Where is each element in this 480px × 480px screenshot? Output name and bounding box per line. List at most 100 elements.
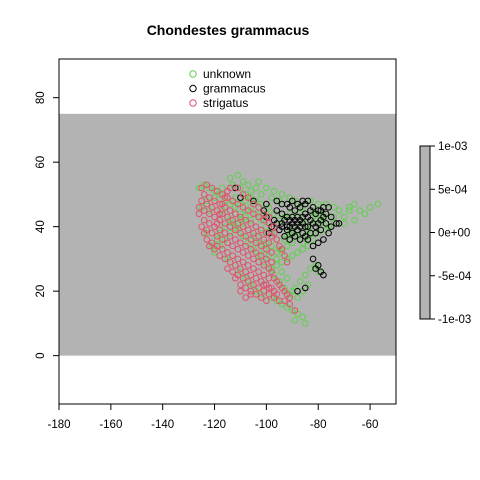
point-strigatus [219, 236, 226, 243]
point-unknown [299, 313, 306, 321]
point-strigatus [229, 197, 236, 205]
point-strigatus [263, 229, 270, 237]
point-strigatus [242, 216, 249, 224]
point-strigatus [206, 220, 213, 227]
x-tick-label: -180 [47, 419, 70, 431]
point-unknown [289, 307, 296, 314]
point-strigatus [242, 268, 249, 276]
point-unknown [356, 207, 364, 214]
point-strigatus [250, 255, 257, 263]
point-strigatus [221, 255, 229, 263]
point-strigatus [200, 229, 208, 237]
point-unknown [278, 268, 286, 276]
point-grammacus [301, 233, 309, 240]
point-unknown [346, 204, 353, 211]
point-grammacus [317, 226, 325, 234]
legend-marker-strigatus [189, 99, 197, 107]
point-strigatus [244, 194, 252, 201]
point-unknown [255, 178, 262, 185]
colorbar-tick-label: 0e+00 [438, 228, 470, 240]
point-strigatus [260, 287, 268, 295]
point-unknown [268, 194, 275, 201]
point-strigatus [216, 226, 224, 234]
point-strigatus [206, 242, 213, 250]
x-tick-label: -160 [99, 419, 122, 431]
point-grammacus [260, 207, 268, 214]
point-strigatus [270, 223, 278, 230]
point-grammacus [309, 255, 317, 263]
point-unknown [351, 216, 358, 224]
point-strigatus [247, 220, 255, 227]
point-strigatus [273, 236, 281, 243]
x-tick-label: -120 [203, 419, 226, 431]
point-grammacus [281, 216, 288, 224]
point-unknown [283, 274, 291, 282]
point-strigatus [229, 252, 236, 259]
point-grammacus [327, 223, 335, 230]
point-strigatus [252, 249, 260, 256]
point-grammacus [286, 236, 294, 243]
point-unknown [335, 207, 343, 214]
point-strigatus [200, 207, 208, 214]
y-tick-label: 80 [35, 91, 47, 104]
point-strigatus [247, 291, 255, 298]
point-strigatus [211, 213, 218, 221]
x-axis: -180 -160 -140 -120 -100 -80 -60 [47, 403, 378, 431]
point-strigatus [208, 184, 216, 192]
point-grammacus [314, 239, 322, 247]
point-strigatus [265, 291, 273, 298]
point-strigatus [237, 287, 244, 295]
point-unknown [296, 278, 304, 285]
point-grammacus [327, 213, 335, 221]
point-strigatus [198, 223, 205, 230]
point-grammacus [314, 207, 322, 214]
point-strigatus [224, 194, 231, 201]
point-grammacus [273, 197, 281, 205]
point-strigatus [237, 281, 244, 289]
point-unknown [289, 252, 296, 259]
colorbar-tick-label: -1e-03 [438, 314, 471, 326]
point-grammacus [304, 223, 312, 230]
point-strigatus [260, 216, 268, 224]
point-strigatus [265, 220, 273, 227]
point-strigatus [213, 220, 221, 227]
point-grammacus [325, 229, 332, 237]
point-strigatus [263, 297, 270, 305]
point-strigatus [221, 220, 229, 227]
point-strigatus [281, 297, 288, 305]
point-strigatus [226, 233, 234, 240]
point-strigatus [200, 216, 208, 224]
point-grammacus [309, 242, 317, 250]
point-strigatus [260, 271, 268, 279]
point-unknown [330, 213, 338, 221]
point-strigatus [219, 245, 226, 253]
point-unknown [276, 278, 283, 285]
point-grammacus [278, 223, 286, 230]
point-strigatus [283, 258, 291, 266]
point-unknown [361, 210, 369, 218]
point-strigatus [291, 307, 299, 314]
point-grammacus [320, 236, 327, 243]
point-grammacus [333, 220, 340, 227]
point-unknown [273, 255, 281, 263]
point-strigatus [231, 236, 239, 243]
point-strigatus [239, 249, 247, 256]
point-strigatus [260, 281, 268, 289]
point-strigatus [260, 236, 268, 243]
point-grammacus [294, 287, 301, 295]
point-grammacus [322, 210, 330, 218]
point-strigatus [242, 284, 249, 292]
point-strigatus [281, 252, 288, 259]
point-strigatus [257, 242, 265, 250]
point-strigatus [255, 204, 262, 211]
point-grammacus [296, 236, 304, 243]
point-strigatus [247, 236, 255, 243]
point-grammacus [309, 204, 317, 211]
point-strigatus [268, 258, 275, 266]
point-strigatus [255, 268, 262, 276]
point-strigatus [252, 239, 260, 247]
colorbar-tick-label: -5e-04 [438, 271, 472, 283]
point-strigatus [239, 191, 247, 198]
point-strigatus [250, 200, 257, 208]
